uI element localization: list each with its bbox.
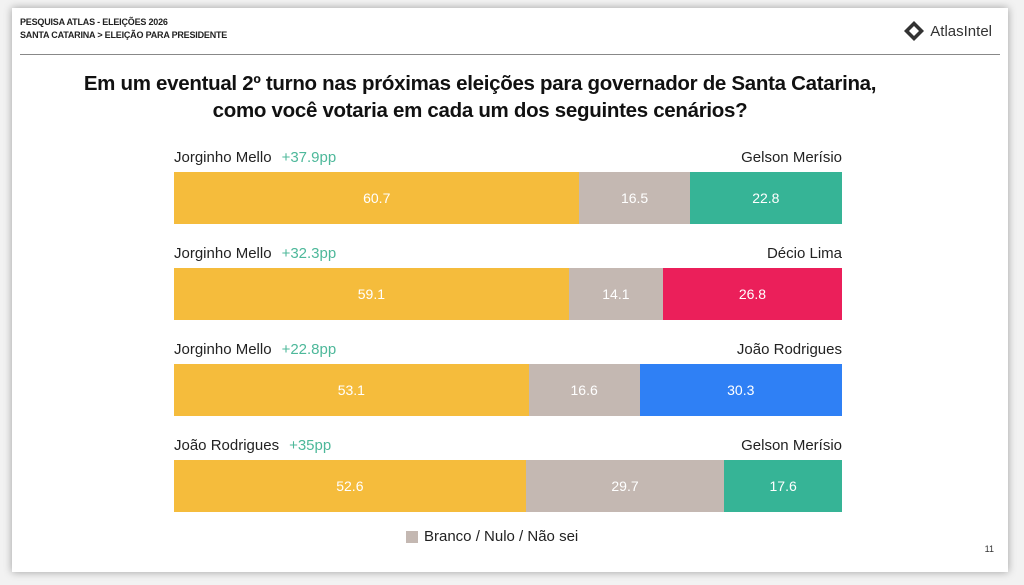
scenario-labels: Jorginho Mello +37.9pp Gelson Merísio — [174, 146, 842, 168]
bar-segment-right: 30.3 — [639, 364, 842, 416]
left-candidate: Jorginho Mello +32.3pp — [174, 245, 336, 262]
margin-label: +32.3pp — [281, 244, 337, 262]
bar-segment-neutral: 16.5 — [579, 172, 690, 224]
left-candidate-name: Jorginho Mello — [174, 148, 272, 166]
legend-label: Branco / Nulo / Não sei — [424, 528, 579, 545]
right-candidate-name: Gelson Merísio — [741, 148, 842, 166]
left-candidate: Jorginho Mello +22.8pp — [174, 341, 336, 358]
atlasintel-logo: AtlasIntel — [903, 20, 992, 42]
scenario-row: Jorginho Mello +32.3pp Décio Lima 59.1 14.… — [174, 242, 842, 320]
left-candidate-name: Jorginho Mello — [174, 340, 272, 358]
logo-text: AtlasIntel — [930, 22, 992, 40]
margin-label: +37.9pp — [281, 148, 337, 166]
logo-icon — [904, 21, 925, 41]
header: PESQUISA ATLAS - ELEIÇÕES 2026 SANTA CAT… — [20, 16, 227, 42]
margin-label: +22.8pp — [281, 340, 337, 358]
slide: PESQUISA ATLAS - ELEIÇÕES 2026 SANTA CAT… — [12, 8, 1008, 572]
page-number: 11 — [984, 544, 994, 554]
bar-segment-right: 22.8 — [689, 172, 842, 224]
bar-segment-left: 59.1 — [174, 268, 569, 320]
stacked-bar: 60.7 16.5 22.8 — [174, 172, 842, 224]
scenario-labels: Jorginho Mello +32.3pp Décio Lima — [174, 242, 842, 264]
left-candidate: Jorginho Mello +37.9pp — [174, 149, 336, 166]
right-candidate-name: Gelson Merísio — [741, 436, 842, 454]
divider — [20, 54, 1000, 55]
scenario-row: Jorginho Mello +22.8pp João Rodrigues 53.… — [174, 338, 842, 416]
legend-swatch — [406, 530, 418, 543]
bar-segment-left: 52.6 — [174, 460, 526, 512]
scenario-labels: Jorginho Mello +22.8pp João Rodrigues — [174, 338, 842, 360]
bar-segment-neutral: 29.7 — [525, 460, 725, 512]
scenario-labels: João Rodrigues +35pp Gelson Merísio — [174, 434, 842, 456]
bar-segment-neutral: 14.1 — [568, 268, 663, 320]
bar-segment-left: 60.7 — [174, 172, 580, 224]
scenario-row: Jorginho Mello +37.9pp Gelson Merísio 60.… — [174, 146, 842, 224]
title-line2: como você votaria em cada um dos seguint… — [212, 99, 748, 122]
stacked-bar: 59.1 14.1 26.8 — [174, 268, 842, 320]
left-candidate-name: João Rodrigues — [174, 436, 280, 454]
legend: Branco / Nulo / Não sei — [406, 528, 578, 545]
stacked-bar: 53.1 16.6 30.3 — [174, 364, 842, 416]
left-candidate-name: Jorginho Mello — [174, 244, 272, 262]
bar-segment-neutral: 16.6 — [528, 364, 640, 416]
scenario-row: João Rodrigues +35pp Gelson Merísio 52.6 2… — [174, 434, 842, 512]
header-breadcrumb: SANTA CATARINA > ELEIÇÃO PARA PRESIDENTE — [20, 30, 228, 40]
title-line1: Em um eventual 2º turno nas próximas ele… — [83, 72, 877, 95]
header-line1: PESQUISA ATLAS - ELEIÇÕES 2026 — [20, 17, 168, 27]
bar-segment-right: 17.6 — [724, 460, 842, 512]
chart-title: Em um eventual 2º turno nas próximas ele… — [12, 70, 948, 124]
bar-segment-left: 53.1 — [174, 364, 529, 416]
right-candidate-name: João Rodrigues — [736, 340, 842, 358]
left-candidate: João Rodrigues +35pp — [174, 437, 331, 454]
margin-label: +35pp — [289, 436, 332, 454]
stacked-bar: 52.6 29.7 17.6 — [174, 460, 842, 512]
bar-segment-right: 26.8 — [662, 268, 842, 320]
right-candidate-name: Décio Lima — [766, 244, 842, 262]
